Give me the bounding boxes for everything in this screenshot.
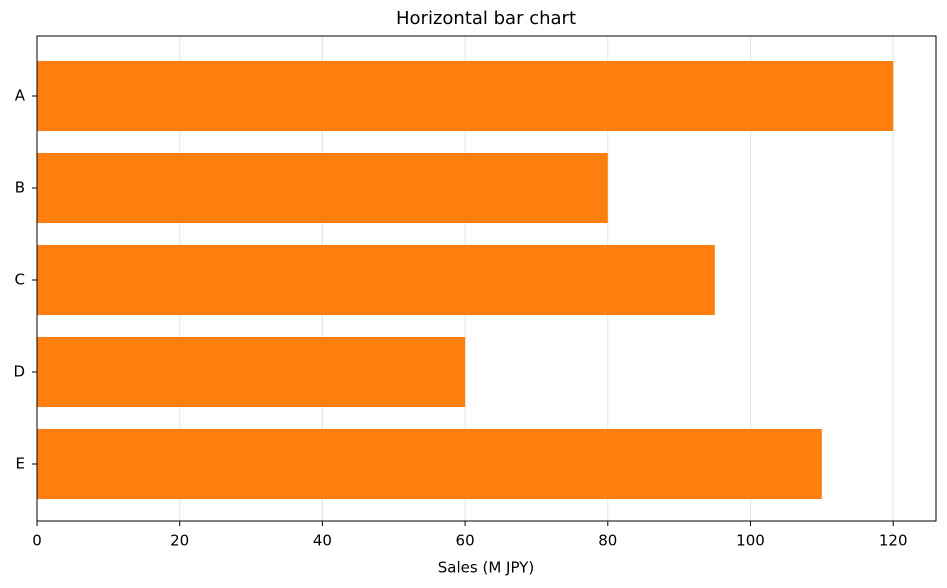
x-tick-label: 120 xyxy=(879,532,908,550)
x-axis-label: Sales (M JPY) xyxy=(438,559,534,577)
bar xyxy=(37,337,466,407)
bar xyxy=(37,245,715,315)
y-tick-label: A xyxy=(15,87,26,105)
x-tick-label: 0 xyxy=(32,532,42,550)
plot-frame xyxy=(36,35,937,522)
chart-title: Horizontal bar chart xyxy=(396,8,576,29)
y-tick-label: C xyxy=(15,271,25,289)
x-tick-label: 40 xyxy=(313,532,332,550)
bar xyxy=(37,61,894,131)
y-tick-label: B xyxy=(15,179,25,197)
bar xyxy=(37,153,608,223)
x-tick-label: 100 xyxy=(736,532,765,550)
x-tick-label: 60 xyxy=(456,532,475,550)
y-tick-label: E xyxy=(16,455,25,473)
bar xyxy=(37,429,822,499)
y-tick-label: D xyxy=(13,363,25,381)
x-tick-label: 20 xyxy=(170,532,189,550)
x-tick-label: 80 xyxy=(598,532,617,550)
